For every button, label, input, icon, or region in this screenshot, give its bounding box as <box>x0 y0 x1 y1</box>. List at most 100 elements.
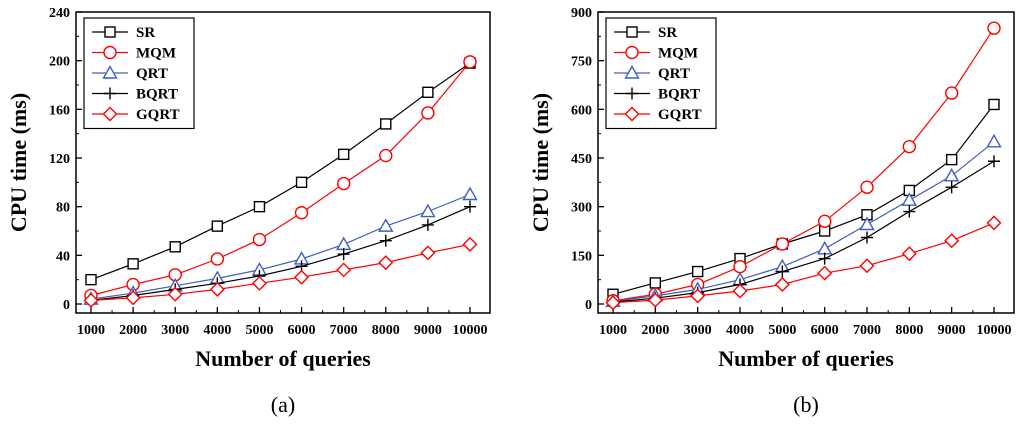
legend-marker-qrt <box>102 65 118 79</box>
data-point-mqm <box>775 237 790 251</box>
x-tick-label: 10000 <box>453 323 488 338</box>
data-point-qrt <box>335 236 352 251</box>
legend: SR MQM QRT BQRT GQRT <box>83 17 195 130</box>
x-tick-label: 10000 <box>977 323 1012 338</box>
legend-label-bqrt: BQRT <box>136 87 178 103</box>
x-tick-label: 3000 <box>684 323 712 338</box>
series-line-qrt <box>90 193 471 300</box>
plot-frame <box>597 11 1015 314</box>
x-tick-label: 5000 <box>768 323 796 338</box>
legend-label-bqrt: BQRT <box>658 87 700 103</box>
data-point-qrt <box>378 218 394 232</box>
y-tick-label: 40 <box>56 249 70 264</box>
y-tick-label: 160 <box>49 103 70 118</box>
figure-caption: (a) <box>271 392 295 417</box>
data-point-bqrt <box>945 181 958 194</box>
data-point-qrt <box>943 167 960 182</box>
legend-marker-gqrt <box>624 106 640 122</box>
data-point-gqrt <box>420 245 436 261</box>
data-point-gqrt <box>125 290 141 306</box>
y-tick-label: 0 <box>585 298 592 313</box>
legend-label-mqm: MQM <box>658 46 698 62</box>
legend-marker-mqm <box>103 45 117 60</box>
data-point-gqrt <box>901 246 917 262</box>
y-tick-label: 750 <box>571 55 592 70</box>
data-point-gqrt <box>986 215 1002 231</box>
x-tick-label: 4000 <box>726 323 754 338</box>
legend-label-sr: SR <box>658 25 677 41</box>
legend-label-qrt: QRT <box>136 66 168 82</box>
data-point-sr <box>649 277 662 289</box>
legend-marker-qrt <box>624 65 640 79</box>
data-point-gqrt <box>336 262 352 278</box>
series-sr <box>607 98 1000 300</box>
data-point-gqrt <box>378 255 394 271</box>
x-axis-label: Number of queries <box>195 346 371 371</box>
data-point-mqm <box>944 86 959 100</box>
y-axis-label: CPU time (ms) <box>6 93 31 232</box>
chart-panel-a: 0 40 80 120 160 200 240 1000 2000 3000 4000 5000 600… <box>6 6 491 417</box>
data-point-gqrt <box>167 286 183 302</box>
series-qrt <box>83 186 478 305</box>
x-tick-label: 1000 <box>77 323 105 338</box>
data-point-sr <box>169 241 181 253</box>
series-gqrt <box>83 236 478 308</box>
data-point-mqm <box>733 259 747 274</box>
legend: SR MQM QRT BQRT GQRT <box>605 17 717 130</box>
series-line-sr <box>90 62 471 281</box>
legend-label-mqm: MQM <box>136 46 176 62</box>
x-tick-label: 8000 <box>372 323 400 338</box>
x-tick-label: 7000 <box>853 323 881 338</box>
data-point-bqrt <box>818 252 831 265</box>
data-point-qrt <box>462 186 478 201</box>
legend-marker-bqrt <box>104 87 116 100</box>
data-point-mqm <box>421 106 435 120</box>
y-tick-label: 150 <box>571 249 592 264</box>
data-point-mqm <box>252 232 267 247</box>
data-point-bqrt <box>903 205 916 218</box>
data-point-gqrt <box>83 292 99 308</box>
data-point-bqrt <box>988 155 1000 168</box>
data-point-sr <box>988 98 1000 111</box>
series-line-gqrt <box>90 243 471 301</box>
series-line-bqrt <box>90 206 471 301</box>
legend-marker-bqrt <box>626 87 638 100</box>
data-point-qrt <box>986 133 1002 148</box>
legend-marker-gqrt <box>102 106 118 122</box>
x-tick-label: 1000 <box>599 323 627 338</box>
plot-frame <box>75 11 491 314</box>
data-point-gqrt <box>647 292 663 308</box>
data-point-qrt <box>816 240 833 255</box>
data-point-sr <box>253 200 266 213</box>
series-line-mqm <box>90 61 471 297</box>
y-tick-label: 450 <box>571 152 592 167</box>
data-point-mqm <box>294 206 309 220</box>
x-tick-label: 2000 <box>119 323 147 338</box>
series-bqrt <box>607 155 1000 309</box>
y-axis-label: CPU time (ms) <box>528 93 553 232</box>
chart-panel-b: 0 150 300 450 600 750 900 1000 2000 3000 4000 5000 6… <box>528 6 1015 417</box>
data-point-bqrt <box>776 265 789 278</box>
data-point-sr <box>945 153 958 166</box>
data-point-gqrt <box>817 265 833 281</box>
x-tick-label: 5000 <box>245 323 273 338</box>
data-point-gqrt <box>774 277 790 293</box>
x-tick-label: 6000 <box>811 323 839 338</box>
series-line-sr <box>612 104 995 295</box>
x-tick-label: 6000 <box>288 323 316 338</box>
y-tick-label: 600 <box>571 103 592 118</box>
y-tick-label: 240 <box>49 6 70 21</box>
data-point-sr <box>691 265 704 278</box>
data-point-sr <box>85 273 97 286</box>
data-point-bqrt <box>421 218 434 231</box>
data-point-gqrt <box>944 233 960 249</box>
data-point-sr <box>211 220 224 232</box>
data-point-gqrt <box>251 275 267 291</box>
data-point-sr <box>380 118 392 130</box>
y-tick-label: 200 <box>49 55 70 70</box>
x-tick-label: 8000 <box>895 323 923 338</box>
data-point-gqrt <box>859 258 875 274</box>
data-point-sr <box>422 86 434 99</box>
x-tick-label: 2000 <box>641 323 669 338</box>
